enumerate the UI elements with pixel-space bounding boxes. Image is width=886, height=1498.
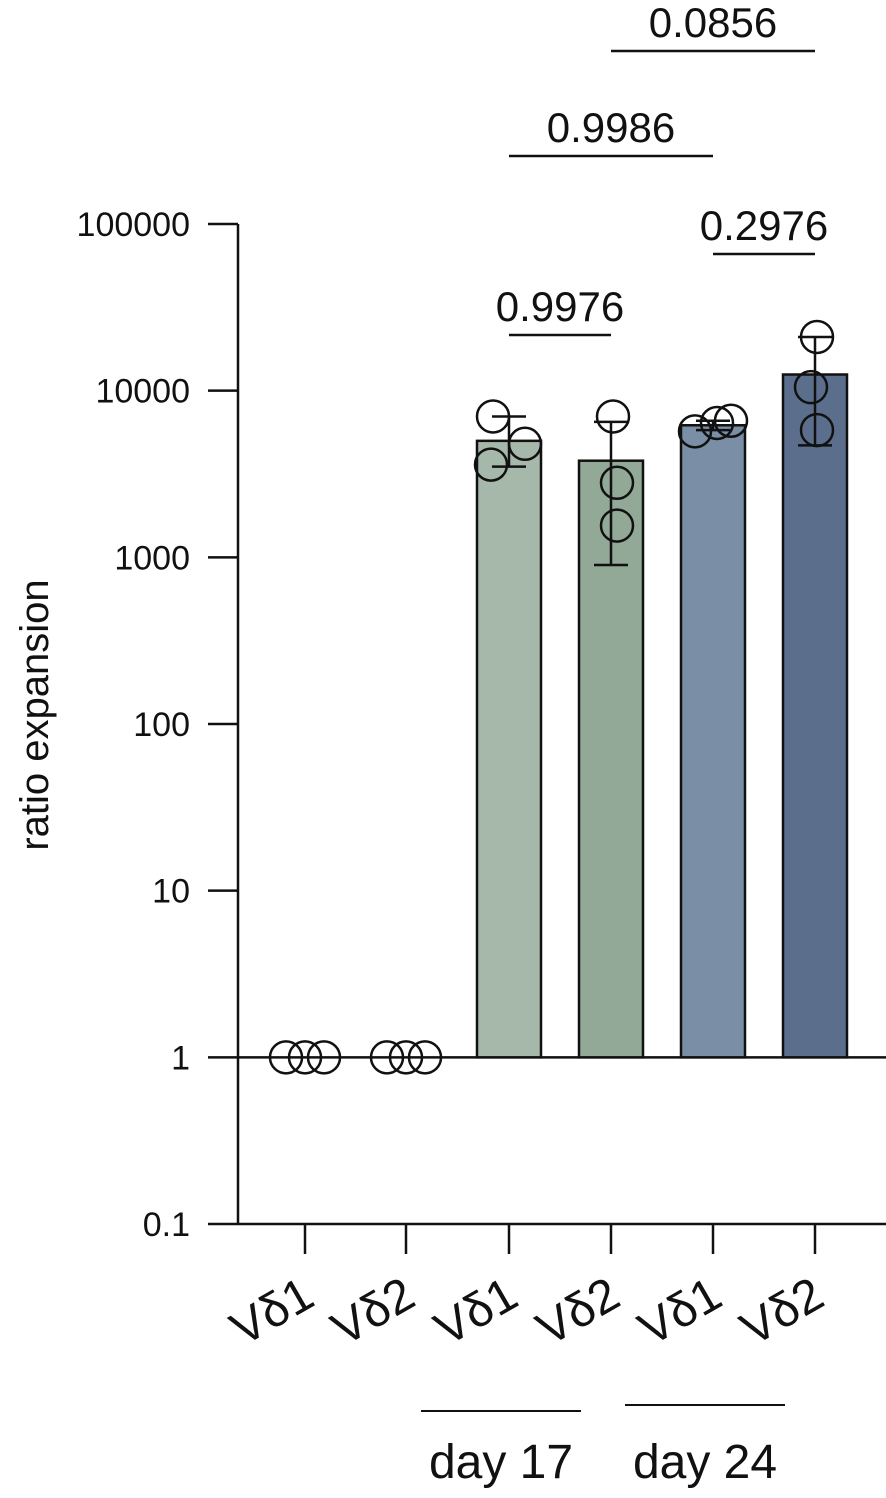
p-value-label-4: 0.0856 <box>649 0 777 46</box>
data-point-2-2 <box>388 1040 424 1075</box>
data-point-5-3 <box>713 403 749 438</box>
data-point-5-2 <box>699 405 735 441</box>
data-point-6-2 <box>793 369 829 405</box>
data-point-1-1 <box>268 1040 304 1075</box>
x-tick-label-3: Vδ1 <box>426 1268 526 1357</box>
group-label-2: day 24 <box>633 1436 777 1489</box>
y-tick-label-6: 1 <box>171 1039 190 1077</box>
data-point-6-1 <box>799 319 835 355</box>
comparisons: 0.9976 0.2976 0.9986 0.0856 <box>496 0 828 337</box>
bars <box>475 373 849 1059</box>
data-point-1-2 <box>287 1040 323 1075</box>
group-labels: day 17 day 24 <box>421 1404 785 1489</box>
data-point-5-1 <box>677 414 713 449</box>
y-tick-label-4: 100 <box>133 706 190 744</box>
y-tick-label-1: 100000 <box>77 206 190 244</box>
y-tick-label-7: 0.1 <box>143 1206 190 1244</box>
x-tick-label-4: Vδ2 <box>528 1268 628 1357</box>
p-value-label-2: 0.2976 <box>700 202 828 249</box>
error-bars <box>492 335 832 567</box>
data-points <box>268 319 835 1075</box>
data-point-3-2 <box>473 447 509 482</box>
data-point-4-3 <box>599 508 635 543</box>
p-value-label-3: 0.9986 <box>547 104 675 151</box>
data-point-3-3 <box>507 426 543 462</box>
data-point-2-1 <box>369 1040 405 1075</box>
data-point-4-1 <box>595 399 631 434</box>
data-point-2-3 <box>407 1040 443 1075</box>
x-tick-label-5: Vδ1 <box>630 1268 730 1357</box>
x-tick-label-1: Vδ1 <box>222 1268 322 1357</box>
data-point-4-2 <box>599 465 635 501</box>
y-tick-label-5: 10 <box>152 873 190 911</box>
y-axis-label: ratio expansion <box>13 579 57 850</box>
y-tick-label-3: 1000 <box>114 539 190 577</box>
y-tick-label-2: 10000 <box>95 373 190 411</box>
p-value-label-1: 0.9976 <box>496 283 624 330</box>
data-point-3-1 <box>475 399 511 434</box>
data-point-1-3 <box>306 1040 342 1075</box>
x-tick-label-6: Vδ2 <box>732 1268 832 1357</box>
bar-5 <box>679 424 747 1059</box>
bar-3 <box>475 439 543 1059</box>
x-tick-label-2: Vδ2 <box>323 1268 423 1357</box>
data-point-6-3 <box>799 412 835 448</box>
bar-6 <box>781 373 849 1059</box>
group-label-1: day 17 <box>429 1436 573 1489</box>
